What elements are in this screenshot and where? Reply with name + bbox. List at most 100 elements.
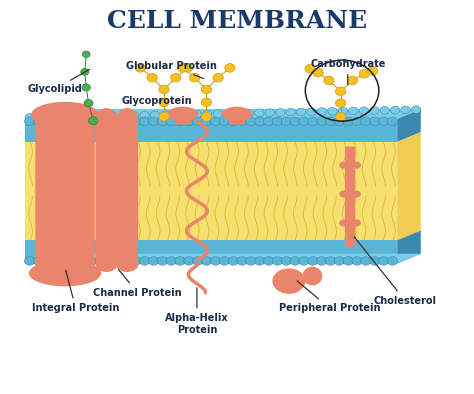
Circle shape bbox=[69, 256, 79, 265]
Circle shape bbox=[46, 113, 55, 121]
Text: Carbohydrate: Carbohydrate bbox=[310, 59, 385, 85]
Text: Glycolipid: Glycolipid bbox=[27, 69, 90, 95]
Circle shape bbox=[343, 256, 354, 265]
Circle shape bbox=[25, 113, 34, 121]
Circle shape bbox=[352, 117, 362, 126]
Circle shape bbox=[352, 256, 362, 265]
Circle shape bbox=[370, 256, 380, 265]
Circle shape bbox=[192, 256, 203, 265]
Circle shape bbox=[297, 108, 306, 116]
Circle shape bbox=[175, 256, 185, 265]
Bar bbox=[25, 142, 397, 240]
Circle shape bbox=[95, 256, 106, 265]
Circle shape bbox=[299, 117, 309, 126]
Circle shape bbox=[272, 256, 283, 265]
Circle shape bbox=[104, 256, 115, 265]
Circle shape bbox=[308, 117, 318, 126]
Circle shape bbox=[135, 63, 146, 72]
Circle shape bbox=[223, 110, 233, 117]
Circle shape bbox=[122, 256, 132, 265]
Text: Peripheral Protein: Peripheral Protein bbox=[279, 281, 381, 314]
Circle shape bbox=[307, 108, 316, 115]
Circle shape bbox=[178, 63, 188, 72]
Circle shape bbox=[213, 110, 222, 117]
Ellipse shape bbox=[29, 260, 101, 286]
Circle shape bbox=[334, 256, 345, 265]
Circle shape bbox=[201, 113, 211, 121]
Circle shape bbox=[380, 106, 390, 114]
FancyBboxPatch shape bbox=[345, 147, 356, 247]
Ellipse shape bbox=[97, 108, 116, 125]
Circle shape bbox=[109, 112, 118, 120]
Circle shape bbox=[244, 109, 254, 117]
Circle shape bbox=[82, 84, 91, 91]
FancyBboxPatch shape bbox=[36, 107, 95, 275]
Circle shape bbox=[82, 51, 90, 58]
Circle shape bbox=[228, 117, 238, 126]
Circle shape bbox=[159, 113, 169, 121]
Circle shape bbox=[401, 106, 410, 114]
Circle shape bbox=[33, 256, 44, 265]
Bar bbox=[25, 240, 397, 264]
Circle shape bbox=[139, 256, 150, 265]
Circle shape bbox=[129, 112, 139, 119]
Circle shape bbox=[122, 117, 132, 126]
Circle shape bbox=[219, 117, 229, 126]
Circle shape bbox=[56, 113, 66, 121]
FancyBboxPatch shape bbox=[229, 111, 245, 125]
Circle shape bbox=[290, 256, 301, 265]
Circle shape bbox=[201, 98, 211, 107]
Circle shape bbox=[347, 76, 357, 85]
Polygon shape bbox=[397, 109, 421, 142]
Circle shape bbox=[190, 73, 200, 82]
Circle shape bbox=[328, 108, 337, 115]
Circle shape bbox=[33, 117, 44, 126]
Circle shape bbox=[361, 117, 371, 126]
Circle shape bbox=[51, 117, 62, 126]
Circle shape bbox=[131, 256, 141, 265]
Circle shape bbox=[147, 73, 157, 82]
Circle shape bbox=[201, 85, 211, 94]
Circle shape bbox=[77, 113, 87, 120]
Circle shape bbox=[325, 117, 336, 126]
Polygon shape bbox=[397, 132, 421, 240]
Circle shape bbox=[411, 106, 421, 113]
Circle shape bbox=[338, 107, 347, 115]
Circle shape bbox=[113, 117, 123, 126]
Circle shape bbox=[184, 256, 194, 265]
Circle shape bbox=[317, 117, 327, 126]
Circle shape bbox=[264, 117, 274, 126]
Circle shape bbox=[308, 256, 318, 265]
Circle shape bbox=[255, 256, 265, 265]
Circle shape bbox=[349, 107, 358, 115]
Circle shape bbox=[387, 117, 398, 126]
Circle shape bbox=[228, 256, 238, 265]
Ellipse shape bbox=[31, 102, 99, 128]
Circle shape bbox=[219, 256, 229, 265]
Circle shape bbox=[336, 113, 346, 121]
Circle shape bbox=[182, 110, 191, 118]
Circle shape bbox=[81, 69, 89, 75]
Bar bbox=[25, 119, 397, 142]
Polygon shape bbox=[25, 109, 421, 119]
Circle shape bbox=[286, 108, 295, 116]
Circle shape bbox=[378, 256, 389, 265]
Circle shape bbox=[166, 256, 176, 265]
Ellipse shape bbox=[118, 108, 137, 125]
Circle shape bbox=[299, 256, 309, 265]
Circle shape bbox=[78, 256, 88, 265]
Circle shape bbox=[148, 256, 159, 265]
Circle shape bbox=[367, 67, 378, 75]
Circle shape bbox=[339, 219, 348, 227]
Circle shape bbox=[67, 113, 76, 121]
Circle shape bbox=[265, 109, 274, 117]
Circle shape bbox=[161, 111, 170, 119]
Circle shape bbox=[86, 256, 97, 265]
Circle shape bbox=[192, 117, 203, 126]
Circle shape bbox=[192, 110, 201, 118]
Circle shape bbox=[339, 191, 348, 197]
Circle shape bbox=[78, 117, 88, 126]
Circle shape bbox=[139, 117, 150, 126]
Polygon shape bbox=[25, 254, 421, 264]
Circle shape bbox=[317, 256, 327, 265]
